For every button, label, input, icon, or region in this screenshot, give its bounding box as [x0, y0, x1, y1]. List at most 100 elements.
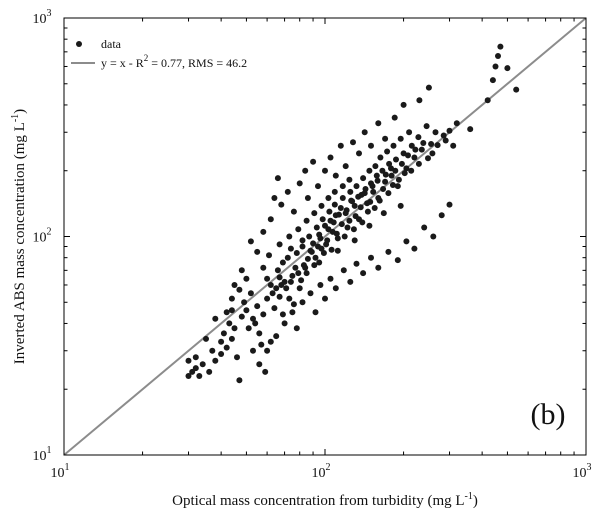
data-point — [223, 309, 230, 316]
data-point — [341, 233, 348, 240]
data-point — [344, 224, 351, 231]
data-point — [313, 224, 320, 231]
x-tick-label: 102 — [312, 462, 331, 481]
data-point — [385, 248, 392, 255]
data-point — [254, 248, 261, 255]
data-point — [334, 247, 341, 254]
data-point — [421, 224, 428, 231]
data-point — [351, 202, 358, 209]
data-point — [266, 252, 272, 259]
data-point — [247, 290, 254, 297]
data-point — [373, 172, 380, 179]
data-point — [429, 150, 436, 157]
data-point — [401, 170, 408, 177]
data-point — [389, 182, 396, 188]
data-point — [274, 175, 281, 182]
data-point — [271, 305, 278, 312]
data-point — [513, 86, 520, 93]
data-point — [411, 245, 418, 252]
data-point — [206, 368, 213, 375]
data-point — [395, 176, 402, 183]
data-point — [376, 197, 383, 204]
data-point — [438, 212, 445, 219]
data-point — [302, 264, 309, 271]
data-point — [199, 361, 206, 368]
data-point — [366, 167, 373, 174]
data-point — [361, 190, 368, 197]
data-point — [307, 290, 314, 297]
data-point — [189, 368, 196, 375]
data-point — [382, 171, 389, 178]
data-point — [290, 301, 297, 308]
y-tick-label: 101 — [33, 445, 52, 464]
data-point — [267, 216, 274, 223]
data-point — [276, 293, 283, 300]
data-point — [332, 172, 339, 179]
data-point — [293, 250, 300, 256]
data-point — [343, 207, 350, 214]
data-point — [430, 233, 437, 240]
data-point — [361, 129, 368, 136]
data-point — [276, 274, 283, 281]
data-point — [311, 210, 318, 217]
data-point — [286, 295, 293, 302]
y-tick-label: 103 — [33, 8, 52, 27]
data-point — [256, 361, 263, 368]
data-point — [384, 148, 391, 155]
data-point — [209, 347, 216, 354]
data-point — [346, 176, 353, 183]
data-point — [308, 248, 315, 255]
data-point — [394, 257, 401, 264]
data-point — [337, 205, 344, 211]
data-point — [408, 142, 415, 149]
legend: data y = x - R2 = 0.77, RMS = 46.2 — [71, 37, 247, 70]
data-point — [442, 137, 449, 144]
data-point — [366, 222, 373, 229]
data-point — [228, 295, 235, 302]
data-point — [192, 354, 199, 361]
data-point — [375, 264, 382, 271]
data-point — [289, 309, 296, 316]
data-point — [303, 270, 310, 277]
data-point — [423, 123, 430, 130]
legend-label-fit: y = x - R2 = 0.77, RMS = 46.2 — [101, 53, 247, 70]
data-point — [256, 330, 263, 337]
data-point — [260, 228, 267, 235]
data-point — [372, 163, 379, 170]
data-point — [348, 197, 355, 204]
legend-marker-data — [76, 41, 82, 47]
legend-label-data: data — [101, 37, 122, 51]
data-point — [408, 167, 415, 174]
data-point — [212, 357, 219, 364]
data-point — [264, 295, 271, 302]
data-point — [391, 114, 398, 121]
data-point — [317, 235, 324, 242]
data-point — [273, 333, 280, 340]
data-point — [298, 277, 305, 284]
data-point — [394, 183, 401, 190]
data-point — [258, 341, 265, 348]
data-point — [411, 154, 418, 161]
data-point — [322, 167, 328, 174]
data-point — [322, 295, 328, 302]
data-point — [388, 172, 395, 179]
data-point — [415, 134, 422, 141]
data-point — [351, 237, 358, 244]
data-point — [382, 135, 389, 142]
data-point — [327, 154, 334, 161]
data-point — [346, 217, 353, 224]
data-point — [247, 238, 254, 245]
data-point — [377, 154, 384, 161]
data-point — [319, 216, 326, 223]
data-point — [315, 183, 321, 190]
y-axis-label: Inverted ABS mass concentration (mg L-1) — [10, 109, 28, 364]
data-point — [350, 139, 356, 146]
data-point — [392, 167, 399, 174]
data-point — [271, 195, 278, 201]
data-point — [262, 368, 269, 375]
data-point — [185, 373, 192, 379]
data-point — [357, 204, 364, 211]
data-point — [220, 330, 227, 337]
data-point — [380, 210, 387, 217]
